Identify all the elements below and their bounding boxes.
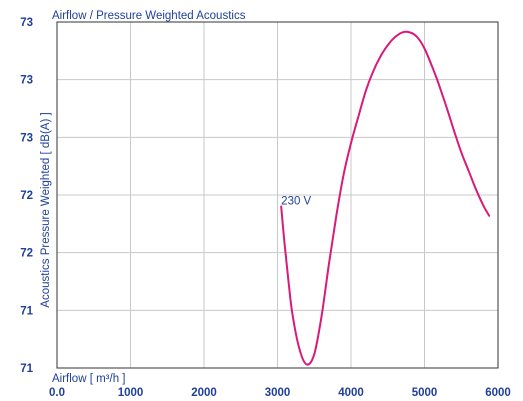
chart-title: Airflow / Pressure Weighted Acoustics <box>52 10 246 22</box>
x-tick-label: 5000 <box>412 387 438 399</box>
x-tick-label: 4000 <box>338 387 364 399</box>
x-axis-label: Airflow [ m³/h ] <box>52 373 125 385</box>
x-tick-label: 0.0 <box>49 387 65 399</box>
plot-frame <box>56 21 499 369</box>
y-axis-label: Acoustics Pressure Weighted [ dB(A) ] <box>40 112 52 307</box>
x-tick-label: 2000 <box>191 387 217 399</box>
series-label: 230 V <box>281 196 311 208</box>
y-tick-label: 72 <box>20 190 33 202</box>
series-line <box>280 30 491 366</box>
y-tick-label: 71 <box>20 305 33 317</box>
grid-lines <box>57 22 498 368</box>
x-tick-label: 1000 <box>118 387 144 399</box>
x-tick-label: 3000 <box>265 387 291 399</box>
y-tick-label: 73 <box>20 17 33 29</box>
tick-labels: 0.0 1000 2000 3000 4000 5000 6000 71 71 72 72 73 73 7… <box>20 17 511 399</box>
y-tick-label: 73 <box>20 132 33 144</box>
x-tick-label: 6000 <box>485 387 511 399</box>
y-tick-label: 72 <box>20 248 33 260</box>
y-tick-label: 73 <box>20 75 33 87</box>
series-layer: 230 V <box>280 30 491 366</box>
y-tick-label: 71 <box>20 363 33 375</box>
